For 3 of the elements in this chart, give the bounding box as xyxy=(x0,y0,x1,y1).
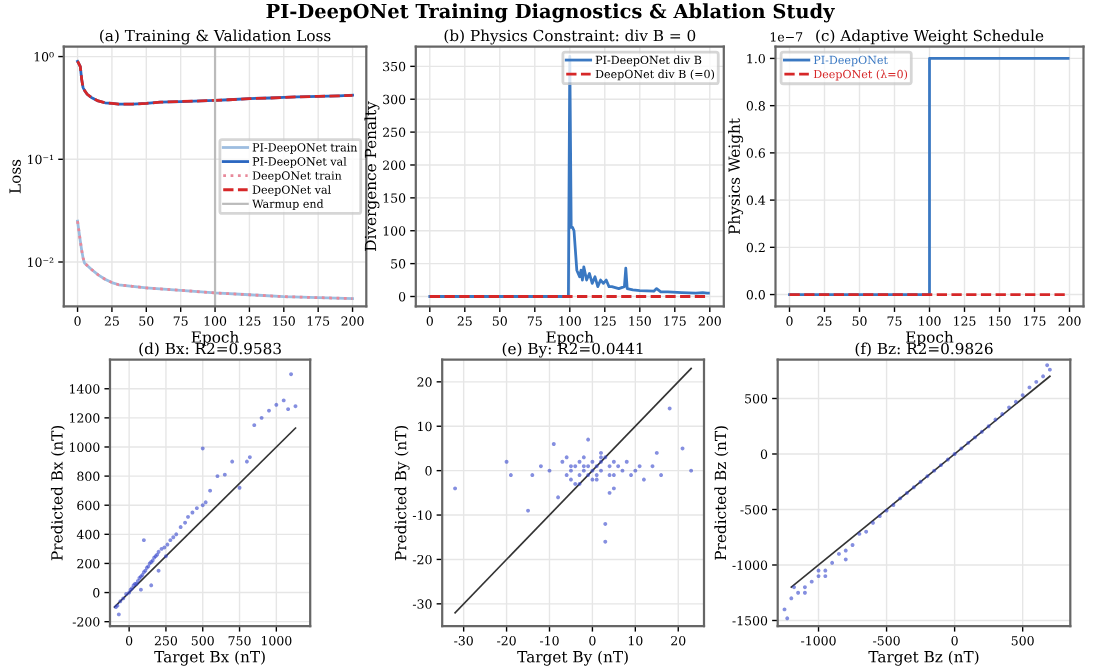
line-series xyxy=(76,219,354,301)
line-series xyxy=(76,59,354,106)
text: PI-DeepONet Training Diagnostics & Ablation Study xyxy=(266,3,835,23)
